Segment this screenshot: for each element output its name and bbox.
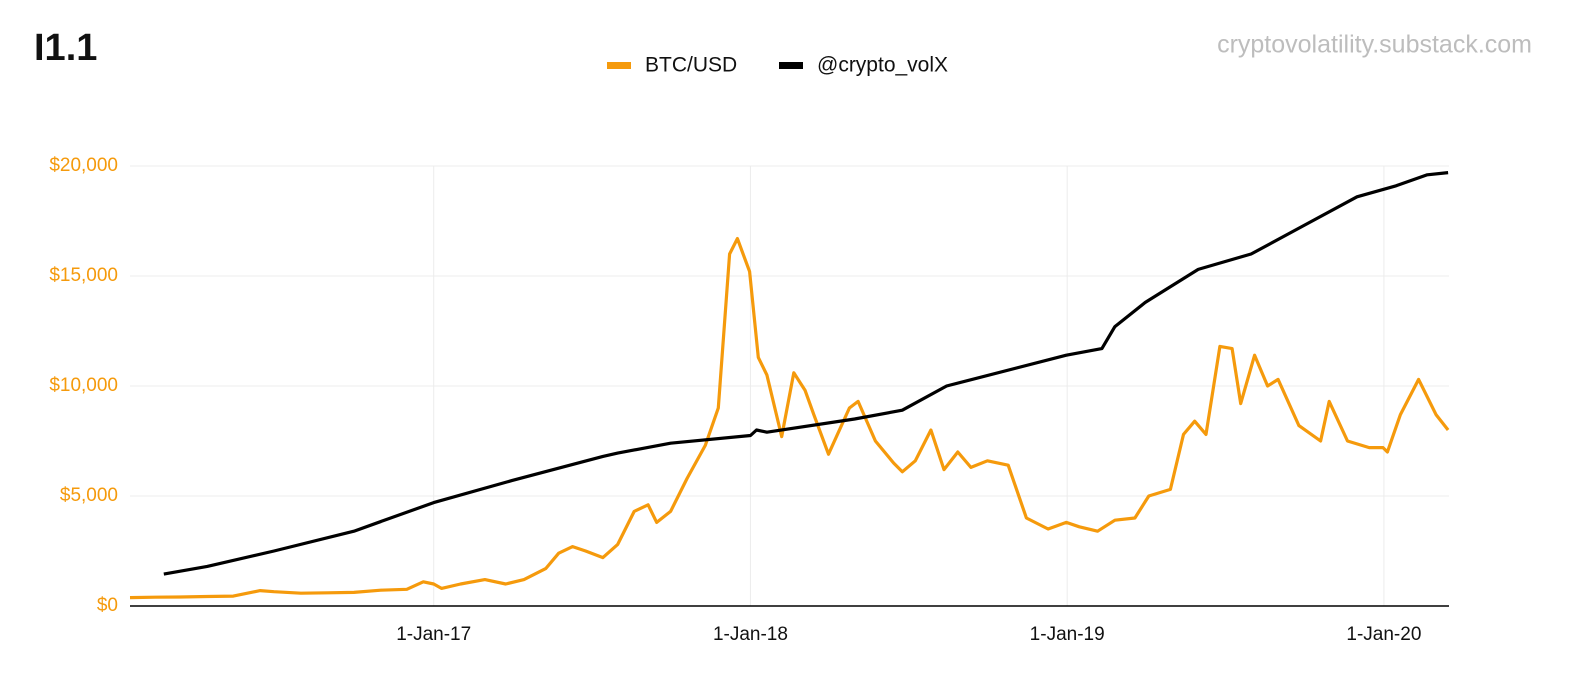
x-tick-label: 1-Jan-19	[1030, 624, 1105, 645]
chart-title: I1.1	[34, 27, 97, 69]
series-line	[163, 171, 1449, 576]
y-tick-label: $20,000	[49, 155, 118, 176]
y-tick-label: $0	[97, 595, 118, 616]
legend-swatch	[779, 62, 803, 69]
x-tick-label: 1-Jan-17	[396, 624, 471, 645]
x-tick-label: 1-Jan-18	[713, 624, 788, 645]
source-label: cryptovolatility.substack.com	[1217, 31, 1532, 59]
y-tick-label: $15,000	[49, 265, 118, 286]
series-line	[129, 237, 1450, 600]
y-tick-label: $5,000	[60, 485, 118, 506]
x-tick-label: 1-Jan-20	[1346, 624, 1421, 645]
legend-label: BTC/USD	[645, 54, 737, 77]
legend-label: @crypto_volX	[817, 54, 948, 77]
legend-swatch	[607, 62, 631, 69]
y-tick-label: $10,000	[49, 375, 118, 396]
